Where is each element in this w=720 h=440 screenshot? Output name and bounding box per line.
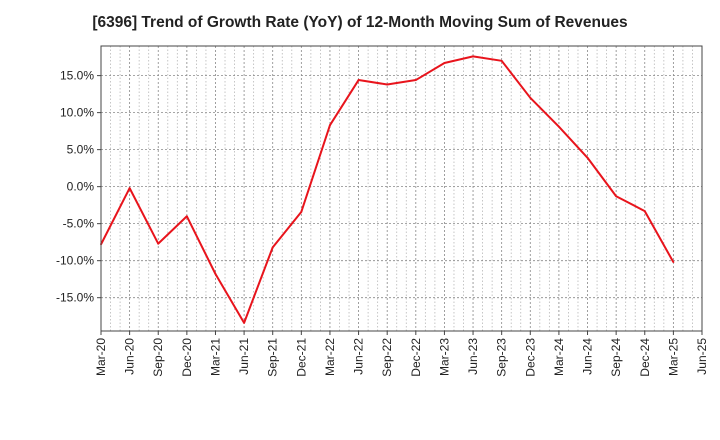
y-tick-label: 15.0%	[60, 69, 94, 83]
data-point	[157, 242, 160, 245]
x-tick-label: Sep-22	[380, 338, 394, 377]
data-point	[300, 210, 303, 213]
y-tick-label: 5.0%	[67, 143, 95, 157]
y-axis: 15.0% 10.0% 5.0% 0.0% -5.0% -10.0% -15.0%	[56, 69, 101, 305]
data-point	[472, 55, 474, 58]
data-point	[414, 79, 417, 81]
plot-border	[100, 45, 703, 332]
x-tick-label: Jun-22	[352, 338, 366, 375]
x-tick-label: Sep-21	[266, 338, 280, 377]
y-tick-label: -5.0%	[63, 217, 95, 231]
data-point	[329, 124, 331, 127]
x-tick-label: Mar-22	[323, 338, 337, 376]
x-tick-label: Dec-24	[638, 338, 652, 377]
y-tick-label: -10.0%	[56, 254, 94, 268]
data-point	[128, 187, 131, 190]
data-point	[615, 195, 618, 198]
data-point	[529, 96, 532, 99]
plot-frame	[100, 45, 703, 332]
x-tick-label: Jun-24	[581, 338, 595, 375]
y-tick-label: 0.0%	[67, 180, 95, 194]
chart-title: [6396] Trend of Growth Rate (YoY) of 12-…	[92, 14, 628, 31]
data-point	[672, 261, 675, 264]
data-point	[586, 156, 589, 159]
data-point	[214, 273, 217, 275]
x-tick-label: Sep-23	[495, 338, 509, 377]
x-tick-label: Jun-23	[466, 338, 480, 375]
data-point	[643, 210, 646, 212]
data-point	[357, 79, 360, 81]
series-layer	[100, 55, 675, 324]
data-point	[271, 246, 274, 249]
x-tick-label: Mar-20	[94, 338, 108, 376]
x-tick-label: Dec-23	[523, 338, 537, 377]
x-tick-label: Jun-25	[695, 338, 709, 375]
x-tick-label: Mar-25	[666, 338, 680, 376]
x-tick-label: Dec-21	[294, 338, 308, 377]
x-tick-label: Sep-20	[151, 338, 165, 377]
y-tick-label: 10.0%	[60, 106, 94, 120]
x-tick-label: Mar-24	[552, 338, 566, 376]
y-tick-label: -15.0%	[56, 291, 94, 305]
x-tick-label: Dec-20	[180, 338, 194, 377]
data-point	[185, 215, 188, 218]
x-tick-label: Mar-23	[437, 338, 451, 376]
x-axis: Mar-20 Jun-20 Sep-20 Dec-20 Mar-21 Jun-21 Sep-…	[94, 331, 709, 377]
data-point	[243, 321, 245, 324]
grid	[101, 46, 702, 331]
x-tick-label: Jun-21	[237, 338, 251, 375]
x-tick-label: Sep-24	[609, 338, 623, 377]
x-tick-label: Dec-22	[409, 338, 423, 377]
data-point	[500, 59, 503, 62]
x-tick-label: Mar-21	[208, 338, 222, 376]
data-point	[558, 125, 560, 128]
x-tick-label: Jun-20	[123, 338, 137, 375]
data-point	[386, 83, 389, 86]
data-point	[443, 62, 446, 64]
